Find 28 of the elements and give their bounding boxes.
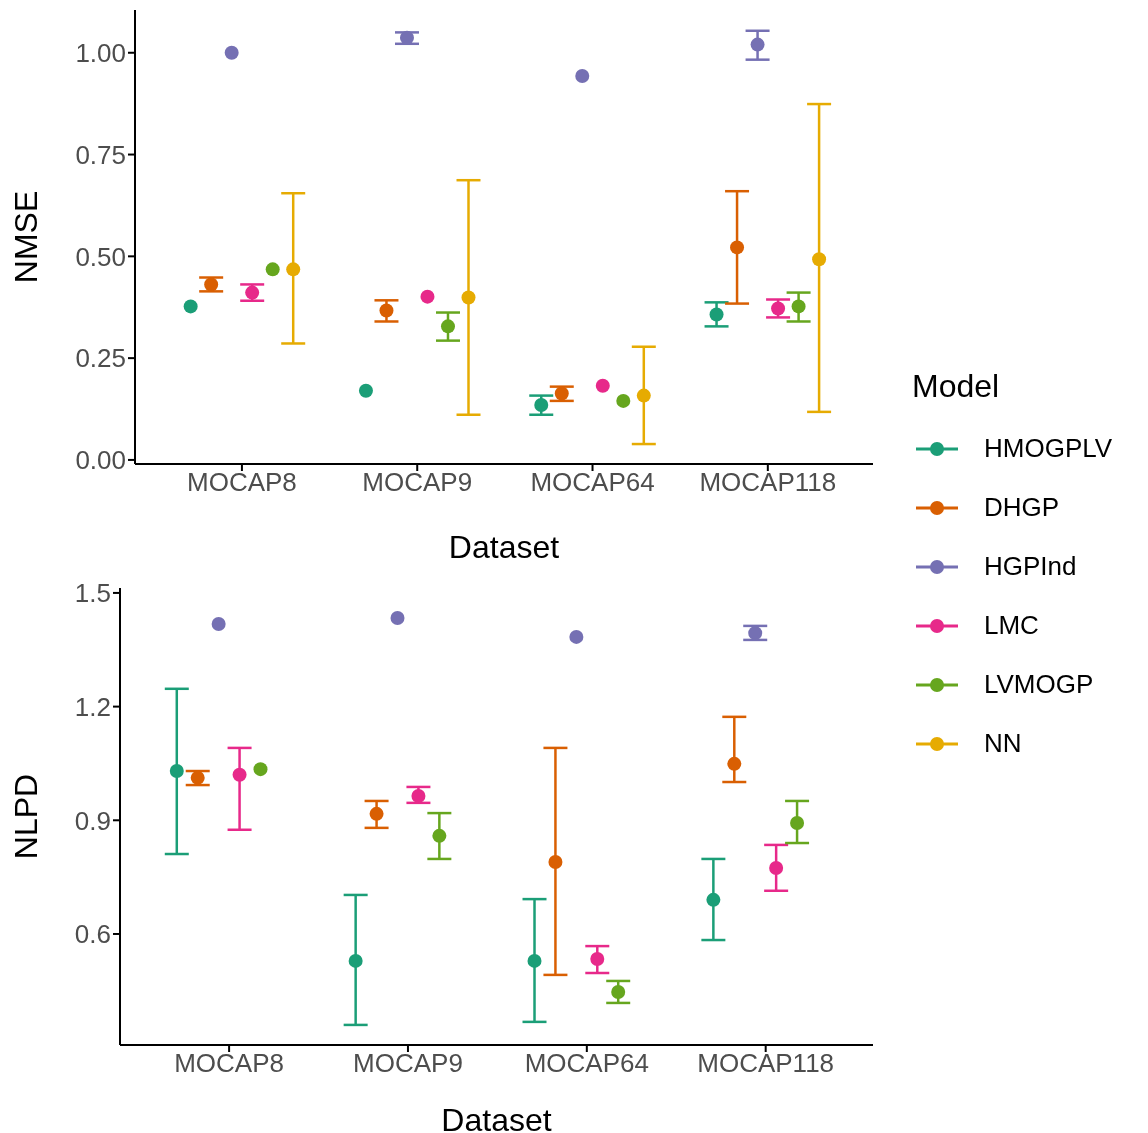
y-axis-title: NMSE: [8, 190, 45, 284]
y-tick-label: 1.5: [74, 578, 111, 609]
y-tick-label: 0.00: [75, 445, 126, 476]
x-tick-label: MOCAP64: [524, 1048, 649, 1079]
x-axis-title: Dataset: [448, 529, 560, 565]
legend-label: NN: [984, 728, 1022, 759]
legend-title: Model: [912, 368, 1001, 405]
legend-label: LVMOGP: [984, 669, 1094, 700]
x-tick-label: MOCAP9: [362, 467, 473, 498]
y-tick-label: 1.2: [74, 691, 111, 722]
y-tick-label: 0.25: [75, 343, 126, 374]
x-tick-label: MOCAP118: [697, 1048, 835, 1079]
y-tick-label: 1.00: [75, 37, 126, 68]
x-tick-label: MOCAP8: [174, 1048, 285, 1079]
legend-label: DHGP: [984, 492, 1060, 523]
x-tick-label: MOCAP64: [530, 467, 655, 498]
y-axis-title: NLPD: [8, 773, 45, 860]
y-tick-label: 0.6: [74, 919, 111, 950]
legend-label: HGPInd: [984, 551, 1077, 582]
legend-label: HMOGPLV: [984, 433, 1113, 464]
y-tick-label: 0.75: [75, 139, 126, 170]
y-tick-label: 0.9: [74, 805, 111, 836]
x-tick-label: MOCAP8: [187, 467, 297, 498]
y-tick-label: 0.50: [75, 241, 126, 272]
x-axis-title: Dataset: [441, 1102, 552, 1133]
legend-label: LMC: [984, 610, 1039, 641]
x-tick-label: MOCAP118: [699, 467, 837, 498]
x-tick-label: MOCAP9: [353, 1048, 463, 1079]
